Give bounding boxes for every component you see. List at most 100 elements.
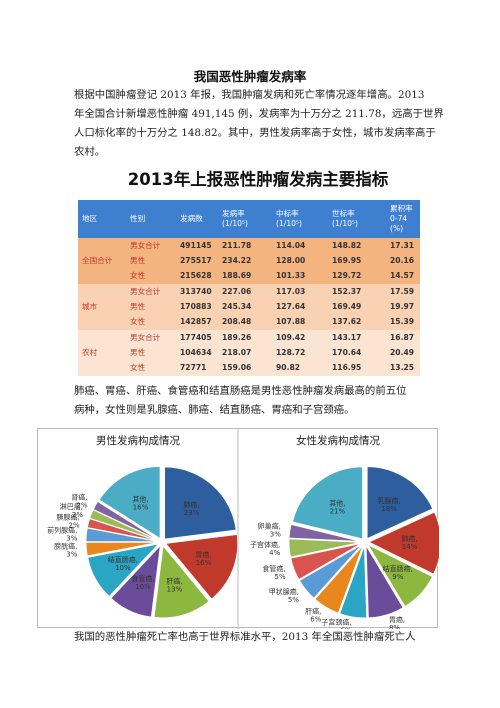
value-cell: 13.25 xyxy=(390,363,415,373)
pie-slice xyxy=(288,538,362,558)
paragraph-line: 我国的恶性肿瘤死亡率也高于世界标准水平，2013 年全国恶性肿瘤死亡人 xyxy=(74,631,416,643)
paragraph-line: 年全国合计新增恶性肿瘤 491,145 例，发病率为十万分之 211.78，远高… xyxy=(74,108,444,120)
table-title: 2013年上报恶性肿瘤发病主要指标 xyxy=(127,170,389,189)
header-cell: 发病率 (1/10⁵) xyxy=(222,209,249,228)
site-paragraph: 肺癌、胃癌、肝癌、食管癌和结直肠癌是男性恶性肿瘤发病最高的前五位 病种，女性则是… xyxy=(74,382,446,420)
value-cell: 169.95 xyxy=(332,255,362,265)
pie-label: 子宫颈癌,6% xyxy=(321,617,352,629)
sex-cell: 女性 xyxy=(130,317,146,327)
value-cell: 128.00 xyxy=(276,255,306,265)
value-cell: 114.04 xyxy=(276,240,306,250)
value-cell: 142857 xyxy=(180,317,212,327)
pie-label: 卵巢癌, 3% xyxy=(258,521,282,538)
pie-slice xyxy=(85,541,159,557)
header-cell: 累积率 0-74 (%) xyxy=(390,204,413,233)
sex-cell: 男性 xyxy=(130,255,146,265)
table-row: 女性 142857 208.48 107.88 137.62 15.39 xyxy=(78,314,420,330)
pie-label: 胃癌, 8% xyxy=(389,615,405,629)
value-cell: 16.87 xyxy=(390,332,415,342)
region-cell: 农村 xyxy=(82,347,98,357)
pie-label: 胃癌, 16% xyxy=(195,550,211,567)
pie-label: 胰腺癌, 2% xyxy=(56,512,80,529)
pie-label: 甲状腺癌, 5% xyxy=(269,587,300,604)
pie-charts-panel: 男性发病构成情况 肺癌, 23% 胃癌, 16% 肝癌, 13% 食管癌, 10% 结直肠癌, 10… xyxy=(37,428,439,629)
paragraph-line: 农村。 xyxy=(74,146,106,158)
header-cell: 中标率 (1/10⁵) xyxy=(276,209,303,228)
pie-label: 肺癌, 23% xyxy=(183,500,199,517)
pie-slice xyxy=(153,544,210,619)
pie-label: 结直肠癌, 10% xyxy=(108,555,138,572)
value-cell: 159.06 xyxy=(222,363,252,373)
pie-slice xyxy=(164,534,239,600)
paragraph-line: 根据中国肿瘤登记 2013 年报，我国肿瘤发病和死亡率情况逐年增高。2013 xyxy=(74,89,425,101)
paragraph-line: 人口标化率的十万分之 148.82。其中，男性发病率高于女性，城市发病率高于 xyxy=(74,127,436,139)
mortality-paragraph: 我国的恶性肿瘤死亡率也高于世界标准水平，2013 年全国恶性肿瘤死亡人 xyxy=(74,628,446,647)
region-cell: 全国合计 xyxy=(82,255,113,265)
value-cell: 117.03 xyxy=(276,286,306,296)
header-cell: 发病数 xyxy=(180,214,203,223)
value-cell: 275517 xyxy=(180,255,212,265)
value-cell: 218.07 xyxy=(222,347,252,357)
value-cell: 313740 xyxy=(180,286,212,296)
sex-cell: 男女合计 xyxy=(130,240,161,250)
document-title: 我国恶性肿瘤发病率 xyxy=(193,69,307,84)
value-cell: 143.17 xyxy=(332,332,362,342)
pie-slice xyxy=(164,466,237,540)
pie-label: 其他, 21% xyxy=(329,498,345,515)
pie-slice xyxy=(87,543,160,597)
pie-slice xyxy=(314,545,364,614)
value-cell: 245.34 xyxy=(222,301,252,311)
header-cell: 世标率 (1/10⁵) xyxy=(332,209,359,228)
pie-label: 乳腺癌, 18% xyxy=(378,496,401,513)
value-cell: 129.72 xyxy=(332,271,362,281)
pie-slice xyxy=(85,527,159,543)
intro-paragraph: 根据中国肿瘤登记 2013 年报，我国肿瘤发病和死亡率情况逐年增高。2013 年… xyxy=(74,86,446,162)
incidence-table: 地区 性别 发病数 发病率 (1/10⁵) 中标率 (1/10⁵) 世标率 (1… xyxy=(78,200,420,376)
pie-title: 女性发病构成情况 xyxy=(296,434,380,447)
pie-label: 子宫体癌, 4% xyxy=(250,540,281,557)
table-row: 男性 170883 245.34 127.64 169.49 19.97 xyxy=(78,299,420,315)
value-cell: 177405 xyxy=(180,332,212,342)
pie-label: 前列腺癌, 3% xyxy=(47,526,78,543)
pie-label: 淋巴瘤, 2% xyxy=(60,502,84,519)
pie-label: 食管癌, 5% xyxy=(262,564,286,581)
pie-slice xyxy=(298,544,363,599)
sex-cell: 男性 xyxy=(130,347,146,357)
value-cell: 72771 xyxy=(180,363,207,373)
value-cell: 128.72 xyxy=(276,347,306,357)
pie-slice xyxy=(366,543,433,608)
pie-slice xyxy=(368,511,439,575)
paragraph-line: 肺癌、胃癌、肝癌、食管癌和结直肠癌是男性恶性肿瘤发病最高的前五位 xyxy=(74,385,407,397)
table-row: 城市 男女合计 313740 227.06 117.03 152.37 17.59 xyxy=(78,283,420,311)
sex-cell: 男女合计 xyxy=(130,286,161,296)
table-row: 女性 72771 159.06 90.82 116.95 13.25 xyxy=(78,360,420,376)
value-cell: 101.33 xyxy=(276,271,306,281)
value-cell: 116.95 xyxy=(332,363,362,373)
pie-title: 男性发病构成情况 xyxy=(96,434,180,447)
header-cell: 性别 xyxy=(130,214,146,223)
pie-slice xyxy=(89,509,159,541)
region-cell: 城市 xyxy=(82,301,98,311)
table-row: 男性 104634 218.07 128.72 170.64 20.49 xyxy=(78,345,420,361)
paragraph-line: 病种，女性则是乳腺癌、肺癌、结直肠癌、胃癌和子宫颈癌。 xyxy=(74,404,355,416)
pie-slice xyxy=(98,466,161,540)
value-cell: 104634 xyxy=(180,347,212,357)
table-row: 全国合计 男女合计 491145 211.78 114.04 148.82 17.31 xyxy=(78,238,420,265)
value-cell: 152.37 xyxy=(332,286,362,296)
value-cell: 227.06 xyxy=(222,286,252,296)
sex-cell: 女性 xyxy=(130,363,146,373)
value-cell: 14.57 xyxy=(390,271,415,281)
value-cell: 15.39 xyxy=(390,317,415,327)
value-cell: 109.42 xyxy=(276,332,306,342)
pie-slice xyxy=(92,500,159,541)
value-cell: 211.78 xyxy=(222,240,252,250)
pie-slice xyxy=(290,543,362,580)
value-cell: 107.88 xyxy=(276,317,306,327)
pie-label: 食管癌, 10% xyxy=(131,574,154,591)
value-cell: 189.26 xyxy=(222,332,252,342)
value-cell: 17.31 xyxy=(390,240,415,250)
table-row: 女性 215628 188.69 101.33 129.72 14.57 xyxy=(78,268,420,284)
pie-label: 肝癌, 6% xyxy=(305,606,322,623)
sex-cell: 女性 xyxy=(130,271,146,281)
